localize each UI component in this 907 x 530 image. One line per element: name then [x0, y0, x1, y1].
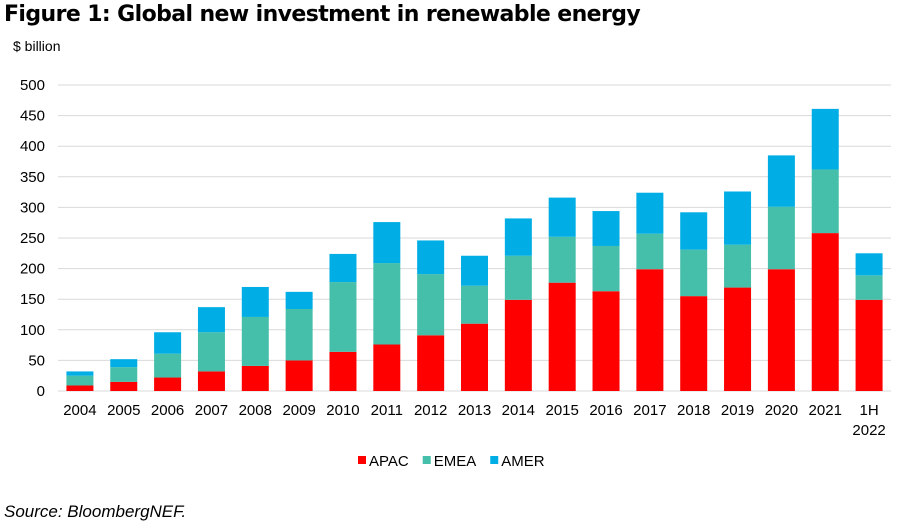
legend-swatch-apac	[358, 456, 366, 464]
bar-amer	[811, 108, 839, 170]
x-tick-label: 2017	[633, 402, 666, 419]
bar-apac	[285, 360, 313, 391]
bar-amer	[855, 253, 883, 276]
bar-amer	[767, 155, 795, 207]
bar-emea	[154, 353, 182, 378]
bar-emea	[811, 169, 839, 234]
x-tick-label: 2005	[107, 402, 140, 419]
bar-emea	[461, 285, 488, 324]
bar-amer	[548, 197, 576, 237]
x-tick-label: 2022	[852, 422, 885, 439]
legend-swatch-amer	[490, 456, 499, 464]
y-tick-label: 400	[20, 138, 45, 155]
bar-apac	[592, 291, 620, 391]
bar-amer	[417, 240, 445, 275]
bar-apac	[767, 269, 795, 391]
bar-emea	[724, 244, 752, 288]
x-tick-label: 2020	[765, 402, 798, 419]
bar-apac	[811, 233, 839, 391]
bar-amer	[461, 255, 488, 286]
bar-amer	[373, 222, 401, 264]
bar-emea	[197, 332, 225, 372]
x-tick-label: 2018	[677, 402, 710, 419]
bar-apac	[504, 299, 532, 391]
chart-title: Figure 1: Global new investment in renew…	[4, 2, 641, 27]
source-note: Source: BloombergNEF.	[4, 502, 187, 521]
x-tick-label: 2019	[721, 402, 754, 419]
bar-amer	[636, 192, 664, 234]
x-tick-label: 2011	[371, 402, 403, 419]
bar-emea	[680, 249, 708, 297]
y-axis-label: $ billion	[13, 38, 61, 54]
bar-amer	[680, 212, 708, 250]
y-tick-label: 350	[20, 169, 45, 186]
bar-apac	[548, 282, 576, 391]
bar-emea	[767, 206, 795, 270]
x-tick-label: 2021	[809, 402, 842, 419]
bar-emea	[855, 275, 883, 300]
bar-apac	[110, 381, 138, 391]
bar-apac	[329, 351, 357, 391]
bar-amer	[724, 191, 752, 245]
bar-apac	[724, 287, 752, 391]
bar-apac	[66, 385, 94, 391]
x-tick-label: 2007	[195, 402, 228, 419]
bar-emea	[417, 274, 445, 336]
y-tick-label: 0	[37, 383, 45, 400]
bar-apac	[680, 296, 708, 391]
legend-label: AMER	[501, 453, 545, 470]
bar-apac	[373, 344, 401, 391]
x-tick-label: 2014	[502, 402, 535, 419]
bar-amer	[504, 218, 532, 256]
y-tick-label: 250	[20, 230, 45, 247]
bar-emea	[636, 233, 664, 270]
y-tick-label: 50	[28, 352, 45, 369]
bar-emea	[110, 367, 138, 382]
bar-apac	[461, 323, 488, 391]
y-tick-label: 150	[20, 291, 45, 308]
x-tick-label: 2008	[239, 402, 272, 419]
bar-emea	[241, 316, 269, 366]
bar-emea	[373, 263, 401, 345]
bar-emea	[592, 245, 620, 292]
bar-emea	[329, 282, 357, 352]
bar-emea	[285, 308, 313, 361]
y-tick-label: 500	[20, 77, 45, 94]
y-tick-label: 300	[20, 199, 45, 216]
bar-amer	[592, 211, 620, 246]
bar-apac	[241, 365, 269, 391]
x-tick-label: 2013	[458, 402, 491, 419]
bar-apac	[154, 377, 182, 391]
bar-amer	[110, 359, 138, 368]
bar-apac	[417, 335, 445, 391]
x-tick-label: 2016	[589, 402, 622, 419]
bar-emea	[66, 375, 94, 386]
bar-amer	[154, 332, 182, 354]
legend-swatch-emea	[422, 456, 431, 464]
legend-label: EMEA	[434, 453, 477, 470]
y-tick-label: 100	[20, 322, 45, 339]
legend-label: APAC	[369, 453, 409, 470]
bar-amer	[285, 291, 313, 309]
bar-amer	[329, 253, 357, 283]
bar-amer	[241, 286, 269, 317]
y-tick-label: 200	[20, 261, 45, 278]
bar-amer	[66, 371, 94, 376]
x-tick-label: 2015	[545, 402, 578, 419]
bar-amer	[197, 307, 225, 333]
bar-apac	[636, 269, 664, 391]
x-tick-label: 2010	[326, 402, 359, 419]
y-tick-label: 450	[20, 108, 45, 125]
bar-apac	[855, 299, 883, 391]
x-tick-label: 2006	[151, 402, 184, 419]
x-tick-label: 1H	[859, 402, 878, 419]
x-tick-label: 2012	[414, 402, 447, 419]
bar-emea	[548, 236, 576, 283]
bar-emea	[504, 255, 532, 300]
x-tick-label: 2009	[282, 402, 315, 419]
x-tick-label: 2004	[63, 402, 96, 419]
bar-apac	[197, 371, 225, 391]
